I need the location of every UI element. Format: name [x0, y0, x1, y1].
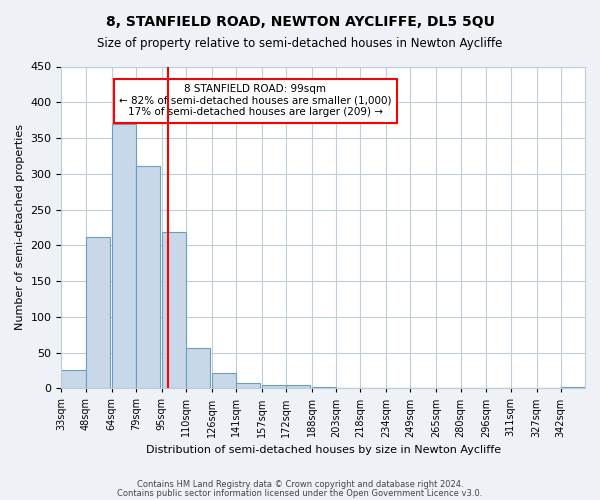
Text: 8, STANFIELD ROAD, NEWTON AYCLIFFE, DL5 5QU: 8, STANFIELD ROAD, NEWTON AYCLIFFE, DL5 … [106, 15, 494, 29]
Bar [262, 384, 286, 388]
Bar [61, 370, 86, 388]
Text: Contains public sector information licensed under the Open Government Licence v3: Contains public sector information licen… [118, 488, 482, 498]
Bar [161, 232, 186, 388]
Bar [112, 124, 136, 388]
Bar [286, 386, 310, 388]
Bar [312, 387, 336, 388]
Bar [561, 387, 585, 388]
Y-axis label: Number of semi-detached properties: Number of semi-detached properties [15, 124, 25, 330]
Bar [236, 384, 260, 388]
Text: 8 STANFIELD ROAD: 99sqm
← 82% of semi-detached houses are smaller (1,000)
17% of: 8 STANFIELD ROAD: 99sqm ← 82% of semi-de… [119, 84, 391, 117]
Bar [86, 236, 110, 388]
X-axis label: Distribution of semi-detached houses by size in Newton Aycliffe: Distribution of semi-detached houses by … [146, 445, 501, 455]
Bar [136, 166, 160, 388]
Bar [212, 372, 236, 388]
Text: Size of property relative to semi-detached houses in Newton Aycliffe: Size of property relative to semi-detach… [97, 38, 503, 51]
Bar [186, 348, 210, 389]
Text: Contains HM Land Registry data © Crown copyright and database right 2024.: Contains HM Land Registry data © Crown c… [137, 480, 463, 489]
